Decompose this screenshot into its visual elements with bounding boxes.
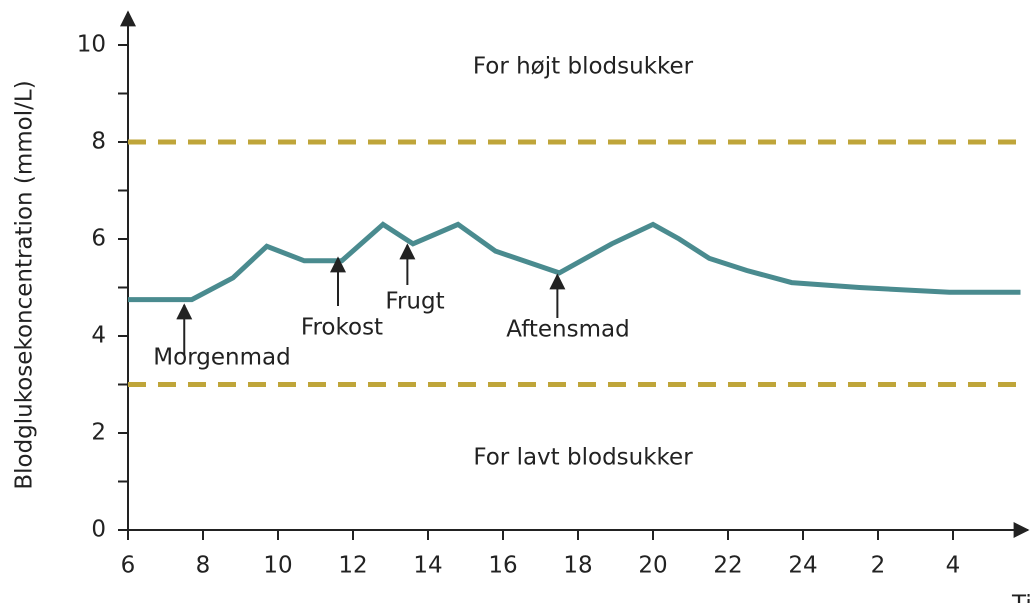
annotation-label: Frugt	[385, 289, 444, 315]
x-tick-label: 6	[121, 553, 136, 579]
annotation-label: Frokost	[301, 315, 383, 341]
y-axis-label: Blodglukosekoncentration (mmol/L)	[12, 80, 38, 489]
region-label: For lavt blodsukker	[473, 445, 693, 471]
y-tick-label: 4	[91, 323, 106, 349]
x-tick-label: 16	[488, 553, 517, 579]
region-label: For højt blodsukker	[473, 54, 694, 80]
x-tick-label: 14	[413, 553, 442, 579]
annotation-label: Aftensmad	[506, 317, 629, 343]
x-tick-label: 4	[946, 553, 961, 579]
y-tick-label: 8	[91, 129, 106, 155]
y-tick-label: 6	[91, 226, 106, 252]
x-tick-label: 22	[713, 553, 742, 579]
y-tick-label: 0	[91, 517, 106, 543]
x-tick-label: 8	[196, 553, 211, 579]
y-tick-label: 2	[91, 420, 106, 446]
x-tick-label: 10	[263, 553, 292, 579]
x-axis-label: Tid	[1011, 592, 1030, 603]
data-line	[128, 221, 1021, 303]
y-tick-label: 10	[77, 32, 106, 58]
x-tick-label: 24	[788, 553, 817, 579]
x-tick-label: 12	[338, 553, 367, 579]
x-tick-label: 18	[563, 553, 592, 579]
x-tick-label: 2	[871, 553, 886, 579]
annotation-label: Morgenmad	[153, 345, 290, 371]
x-tick-label: 20	[638, 553, 667, 579]
